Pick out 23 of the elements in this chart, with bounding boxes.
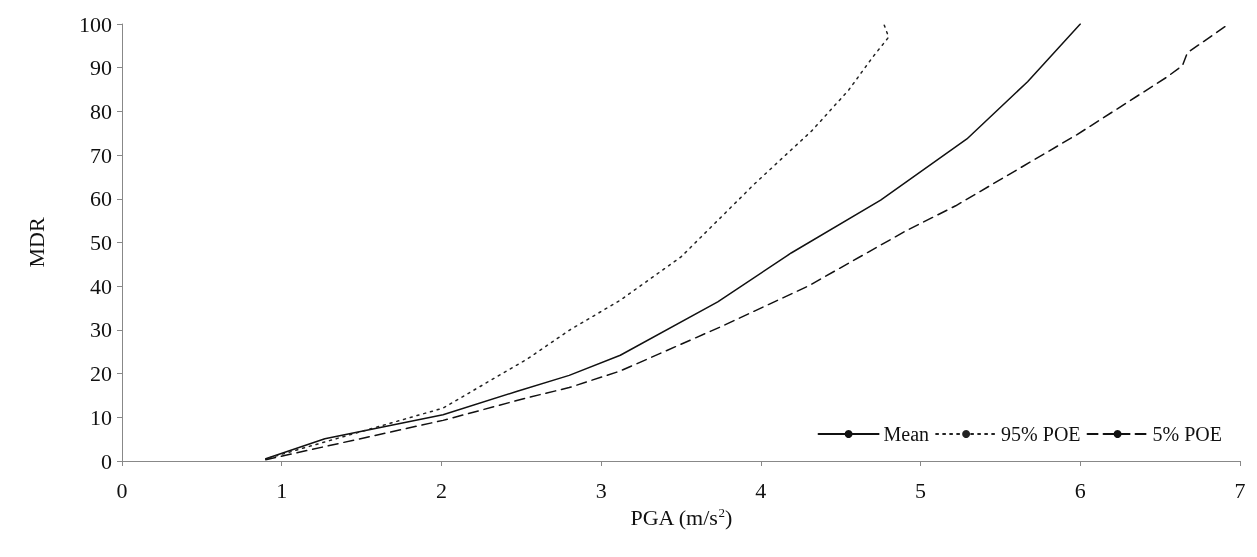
y-tick-label: 90	[90, 55, 112, 81]
y-tick-label: 100	[79, 11, 112, 37]
y-tick-label: 70	[90, 142, 112, 168]
x-tick-label: 5	[915, 477, 927, 503]
x-tick-label: 4	[755, 477, 767, 503]
y-tick-label: 80	[90, 98, 112, 124]
y-tick-label: 60	[90, 186, 112, 212]
y-tick-label: 40	[90, 273, 112, 299]
legend-label: Mean	[883, 423, 930, 445]
legend-label: 5% POE	[1152, 423, 1223, 445]
x-tick-label: 0	[116, 477, 128, 503]
y-tick-label: 50	[90, 230, 112, 255]
y-axis-title: MDR	[23, 217, 49, 268]
y-tick-label: 30	[90, 317, 112, 343]
x-tick-label: 6	[1074, 477, 1086, 503]
legend-label: 95% POE	[1001, 423, 1081, 445]
x-tick-label: 1	[276, 477, 288, 503]
x-tick-label: 3	[595, 477, 607, 503]
x-tick-label: 7	[1234, 477, 1246, 503]
x-tick-label: 2	[435, 477, 447, 503]
y-tick-label: 10	[90, 404, 112, 430]
y-tick-label: 0	[101, 448, 112, 474]
y-tick-label: 20	[90, 361, 112, 387]
